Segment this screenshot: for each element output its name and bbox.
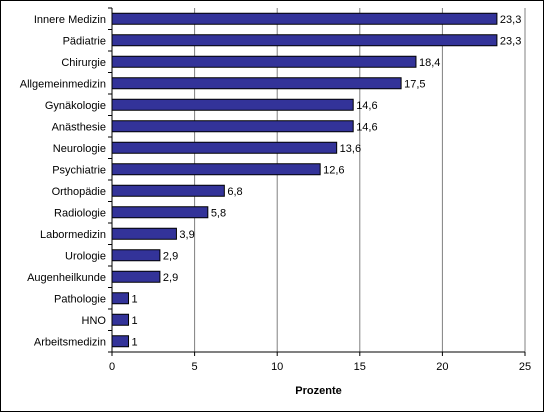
category-label: Innere Medizin xyxy=(34,14,106,26)
bar xyxy=(111,206,209,219)
axes xyxy=(108,7,526,356)
bar xyxy=(111,249,161,262)
bar-series xyxy=(111,12,498,348)
value-labels: 23,3 23,3 18,4 17,5 14,6 14,6 13,6 12,6 6,85,8 3,… xyxy=(132,14,522,349)
category-label: Gynäkologie xyxy=(45,100,106,112)
x-tick-label: 15 xyxy=(354,361,366,373)
bar xyxy=(111,184,225,197)
category-label: Radiologie xyxy=(54,207,106,219)
bar xyxy=(111,98,354,111)
bar xyxy=(111,313,130,326)
bar xyxy=(111,270,161,283)
category-label: Augenheilkunde xyxy=(27,272,106,284)
x-tick-label: 0 xyxy=(109,361,115,373)
x-tick-labels: 0 5 10 15 20 25 xyxy=(109,361,531,373)
category-label: Pathologie xyxy=(54,293,106,305)
bar xyxy=(111,227,177,240)
data-label: 14,6 xyxy=(356,100,377,112)
bar xyxy=(111,292,130,305)
data-label: 2,9 xyxy=(163,250,178,262)
bar xyxy=(111,335,130,348)
category-label: Orthopädie xyxy=(52,186,106,198)
category-label: Neurologie xyxy=(53,143,106,155)
x-tick-label: 20 xyxy=(436,361,448,373)
x-tick-label: 25 xyxy=(519,361,531,373)
data-label: 12,6 xyxy=(323,164,344,176)
data-label: 6,8 xyxy=(227,186,242,198)
category-label: Anästhesie xyxy=(52,121,106,133)
category-label: Urologie xyxy=(65,250,106,262)
data-label: 23,3 xyxy=(500,14,521,26)
category-labels: Innere Medizin Pädiatrie Chirurgie Allgemei… xyxy=(20,14,107,349)
data-label: 13,6 xyxy=(340,143,361,155)
data-label: 17,5 xyxy=(404,78,425,90)
bar xyxy=(111,12,498,25)
bar xyxy=(111,141,338,154)
bar xyxy=(111,77,402,90)
category-label: Psychiatrie xyxy=(52,164,106,176)
category-label: HNO xyxy=(82,315,107,327)
data-label: 1 xyxy=(132,293,138,305)
category-label: Allgemeinmedizin xyxy=(20,78,106,90)
category-label: Labormedizin xyxy=(40,229,106,241)
data-label: 5,8 xyxy=(211,207,226,219)
bar xyxy=(111,55,417,68)
x-axis-label: Prozente xyxy=(295,385,341,397)
data-label: 23,3 xyxy=(500,35,521,47)
data-label: 2,9 xyxy=(163,272,178,284)
bar xyxy=(111,120,354,133)
data-label: 3,9 xyxy=(179,229,194,241)
data-label: 1 xyxy=(132,315,138,327)
category-label: Pädiatrie xyxy=(63,35,106,47)
x-tick-label: 5 xyxy=(192,361,198,373)
category-label: Chirurgie xyxy=(61,57,106,69)
data-label: 1 xyxy=(132,336,138,348)
data-label: 14,6 xyxy=(356,121,377,133)
data-label: 18,4 xyxy=(419,57,440,69)
bar xyxy=(111,163,321,176)
bar xyxy=(111,34,498,47)
x-tick-label: 10 xyxy=(271,361,283,373)
category-label: Arbeitsmedizin xyxy=(34,336,106,348)
